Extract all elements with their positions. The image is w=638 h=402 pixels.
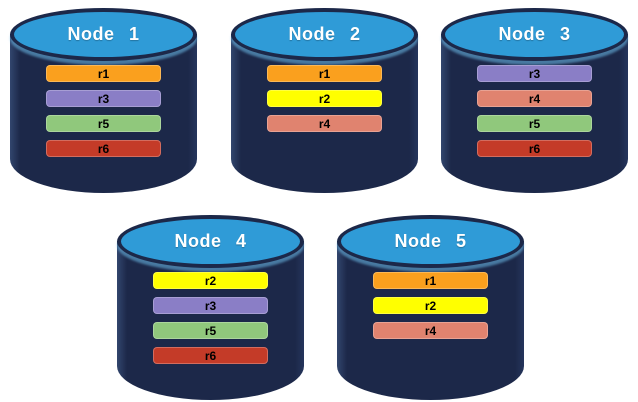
- node-1-cylinder-top: Node 1: [10, 8, 197, 61]
- range-bar-r1: r1: [373, 272, 488, 289]
- node-4-cylinder: Node 4 r2 r3 r5 r6: [117, 215, 304, 400]
- node-2-cylinder-top: Node 2: [231, 8, 418, 61]
- range-bar-r4: r4: [477, 90, 592, 107]
- range-bar-r5: r5: [477, 115, 592, 132]
- node-3-cylinder: Node 3 r3 r4 r5 r6: [441, 8, 628, 193]
- node-1-cylinder: Node 1 r1 r3 r5 r6: [10, 8, 197, 193]
- range-bar-r2: r2: [267, 90, 382, 107]
- node-3-range-list: r3 r4 r5 r6: [441, 65, 628, 157]
- range-bar-r3: r3: [46, 90, 161, 107]
- node-5-range-list: r1 r2 r4: [337, 272, 524, 339]
- range-bar-r5: r5: [153, 322, 268, 339]
- node-5-cylinder: Node 5 r1 r2 r4: [337, 215, 524, 400]
- range-bar-r3: r3: [153, 297, 268, 314]
- node-2-cylinder: Node 2 r1 r2 r4: [231, 8, 418, 193]
- node-3-title: Node 3: [498, 24, 571, 44]
- node-1-title: Node 1: [67, 24, 140, 44]
- range-bar-r6: r6: [153, 347, 268, 364]
- node-2-range-list: r1 r2 r4: [231, 65, 418, 132]
- range-bar-r2: r2: [373, 297, 488, 314]
- range-bar-r4: r4: [373, 322, 488, 339]
- range-bar-r3: r3: [477, 65, 592, 82]
- node-5-cylinder-top: Node 5: [337, 215, 524, 268]
- range-bar-r1: r1: [46, 65, 161, 82]
- node-4-range-list: r2 r3 r5 r6: [117, 272, 304, 364]
- range-bar-r6: r6: [46, 140, 161, 157]
- range-bar-r1: r1: [267, 65, 382, 82]
- range-bar-r2: r2: [153, 272, 268, 289]
- range-bar-r4: r4: [267, 115, 382, 132]
- node-4-cylinder-top: Node 4: [117, 215, 304, 268]
- node-2-title: Node 2: [288, 24, 361, 44]
- range-bar-r6: r6: [477, 140, 592, 157]
- node-5-title: Node 5: [394, 231, 467, 251]
- node-1-range-list: r1 r3 r5 r6: [10, 65, 197, 157]
- node-3-cylinder-top: Node 3: [441, 8, 628, 61]
- range-bar-r5: r5: [46, 115, 161, 132]
- node-4-title: Node 4: [174, 231, 247, 251]
